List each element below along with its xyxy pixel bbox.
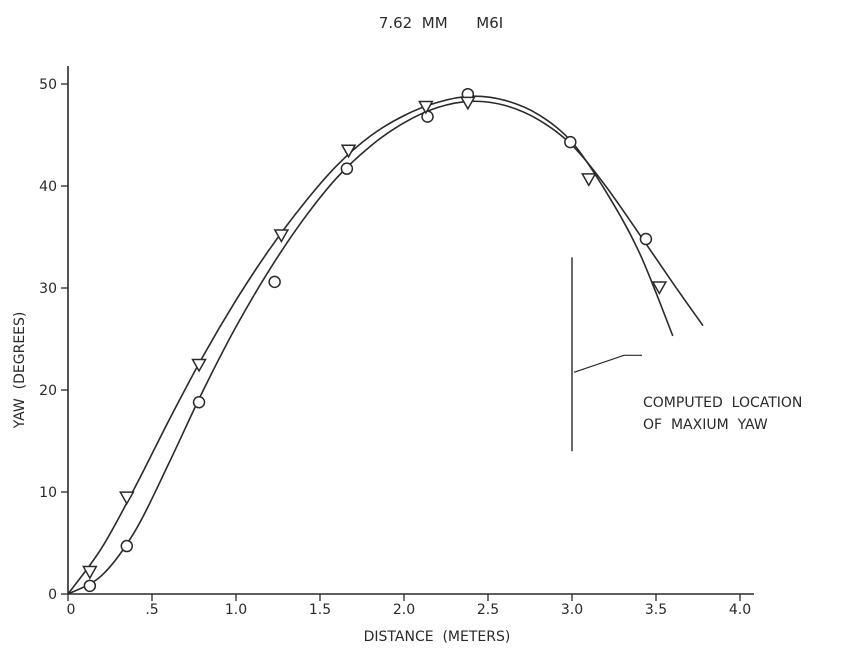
x-axis-label: DISTANCE (METERS): [364, 629, 511, 645]
triangle-data-point: [82, 565, 98, 580]
triangle-data-point: [191, 358, 207, 373]
triangle-data-point: [119, 491, 135, 506]
triangle-data-point: [460, 96, 476, 111]
y-tick-label: 20: [39, 383, 57, 399]
circle-data-point: [120, 539, 134, 553]
y-tick-label: 50: [39, 77, 57, 93]
y-tick-label: 0: [48, 587, 57, 603]
x-axis-ticks: 0 .5 1.0 1.5 2.0 2.5 3.0 3.5 4.0: [67, 594, 751, 618]
y-axis-ticks: 0 10 20 30 40 50: [39, 77, 68, 603]
triangle-data-point: [651, 281, 668, 296]
x-tick-label: 4.0: [729, 602, 751, 618]
triangle-data-point: [418, 100, 434, 115]
x-tick-label: 3.0: [561, 602, 583, 618]
series-curves: [67, 95, 704, 595]
circle-data-point: [192, 395, 206, 409]
series-2-fitted-curve: [67, 95, 674, 595]
triangle-data-point: [581, 173, 597, 187]
x-tick-label: 3.5: [645, 602, 667, 618]
x-tick-label: 2.0: [393, 602, 415, 618]
x-tick-label: 1.5: [309, 602, 331, 618]
annotation-line-2: OF MAXIUM YAW: [643, 417, 768, 433]
series-markers: [82, 87, 668, 593]
circle-data-point: [83, 579, 97, 593]
y-tick-label: 40: [39, 179, 57, 195]
series-1-fitted-curve: [67, 100, 704, 595]
x-tick-label: 0: [67, 602, 76, 618]
circle-data-point: [639, 232, 653, 246]
axes: [67, 66, 754, 595]
circle-data-point: [421, 110, 434, 123]
x-tick-label: .5: [145, 602, 158, 618]
y-tick-label: 10: [39, 485, 57, 501]
triangle-data-point: [340, 144, 357, 159]
annotation-line-1: COMPUTED LOCATION: [643, 395, 802, 411]
circle-data-point: [268, 275, 281, 289]
x-tick-label: 2.5: [477, 602, 499, 618]
max-yaw-annotation: COMPUTED LOCATION OF MAXIUM YAW: [571, 257, 802, 452]
chart-title: 7.62 MM M6I: [379, 14, 503, 32]
x-tick-label: 1.0: [225, 602, 247, 618]
y-tick-label: 30: [39, 281, 57, 297]
circle-data-point: [340, 162, 354, 175]
y-axis-label: YAW (DEGREES): [12, 312, 28, 430]
max-yaw-leader-line: [573, 354, 642, 373]
circle-data-point: [564, 135, 577, 149]
triangle-data-point: [273, 229, 290, 243]
